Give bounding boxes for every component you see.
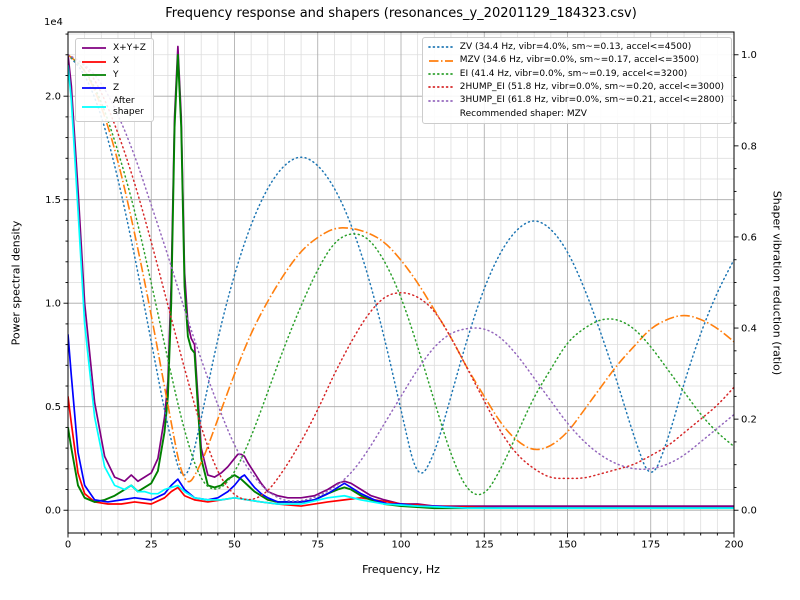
series-zv — [68, 54, 734, 476]
y-right-tick-label: 0.2 — [741, 415, 757, 426]
legend-label: EI (41.4 Hz, vibr=0.0%, sm~=0.19, accel<… — [459, 68, 688, 79]
legend-line-sample — [82, 47, 106, 50]
legend-line-sample — [82, 105, 106, 108]
legend-label: 3HUMP_EI (61.8 Hz, vibr=0.0%, sm~=0.21, … — [459, 95, 724, 106]
legend-item: ZV (34.4 Hz, vibr=4.0%, sm~=0.13, accel<… — [427, 42, 724, 52]
series-mzv — [68, 54, 734, 483]
legend-line-sample — [427, 73, 454, 75]
tick-marks — [63, 33, 739, 538]
series-x+y+z — [68, 45, 734, 507]
legend-item: Y — [81, 70, 146, 80]
x-tick-label: 150 — [558, 539, 577, 550]
legend-item: X+Y+Z — [81, 43, 146, 53]
legend-item: X — [81, 56, 146, 66]
legend-line-sample — [82, 60, 106, 63]
y-left-tick-label: 0.0 — [45, 506, 61, 517]
y-left-tick-label: 2.0 — [45, 92, 61, 103]
recommended-shaper-note: Recommended shaper: MZV — [459, 108, 587, 119]
legend-line-sample — [82, 87, 106, 90]
legend-item: 2HUMP_EI (51.8 Hz, vibr=0.0%, sm~=0.20, … — [427, 82, 724, 93]
y-right-tick-label: 0.4 — [741, 323, 757, 334]
y-right-tick-label: 0.0 — [741, 506, 757, 517]
legend-label: X — [113, 56, 120, 67]
y-right-tick-label: 0.6 — [741, 232, 757, 243]
legend-line-sample — [427, 99, 454, 102]
legend-item: Z — [81, 83, 146, 93]
page-title: Frequency response and shapers (resonanc… — [165, 6, 637, 21]
legend-line-sample — [428, 59, 453, 62]
x-tick-label: 100 — [391, 539, 410, 550]
x-tick-label: 25 — [145, 539, 158, 550]
tick-labels: 0 25 50 75 100 125 150 175 200 0.0 0.5 1.0 1.5 2.0 0.0… — [45, 50, 757, 550]
psd-legend: X+Y+Z X Y Z After shaper — [75, 38, 154, 123]
series-after-shaper — [68, 65, 734, 510]
y-right-tick-label: 1.0 — [741, 50, 757, 61]
x-tick-label: 75 — [311, 539, 324, 550]
legend-item: MZV (34.6 Hz, vibr=0.0%, sm~=0.17, accel… — [428, 55, 724, 65]
y-axis-offset-text: 1e4 — [44, 17, 63, 28]
legend-line-sample — [82, 74, 106, 76]
x-axis-label: Frequency, Hz — [362, 563, 440, 576]
series-3hump_ei — [68, 54, 734, 502]
legend-label: Y — [113, 69, 119, 80]
legend-item: After shaper — [81, 96, 146, 117]
legend-label: X+Y+Z — [113, 43, 146, 53]
y-left-tick-label: 0.5 — [45, 402, 61, 413]
legend-label: After shaper — [113, 96, 144, 117]
y-left-tick-label: 1.0 — [45, 299, 61, 310]
y-right-tick-label: 0.8 — [741, 141, 757, 152]
shaper-legend: ZV (34.4 Hz, vibr=4.0%, sm~=0.13, accel<… — [421, 37, 732, 125]
x-tick-label: 50 — [228, 539, 241, 550]
legend-label: 2HUMP_EI (51.8 Hz, vibr=0.0%, sm~=0.20, … — [459, 82, 724, 93]
y-left-tick-label: 1.5 — [45, 195, 61, 206]
x-tick-label: 175 — [641, 539, 660, 550]
legend-line-sample — [427, 46, 454, 49]
legend-label: ZV (34.4 Hz, vibr=4.0%, sm~=0.13, accel<… — [459, 42, 692, 52]
legend-item: 3HUMP_EI (61.8 Hz, vibr=0.0%, sm~=0.21, … — [427, 95, 724, 106]
legend-label: MZV (34.6 Hz, vibr=0.0%, sm~=0.17, accel… — [459, 55, 699, 66]
legend-item: EI (41.4 Hz, vibr=0.0%, sm~=0.19, accel<… — [427, 68, 724, 79]
series-ei — [68, 54, 734, 496]
x-tick-label: 200 — [724, 539, 743, 550]
series-lines — [68, 45, 734, 510]
x-tick-label: 125 — [475, 539, 494, 550]
legend-line-sample — [427, 86, 454, 89]
x-tick-label: 0 — [65, 539, 71, 550]
legend-label: Z — [113, 83, 120, 94]
series-2hump_ei — [68, 54, 734, 501]
